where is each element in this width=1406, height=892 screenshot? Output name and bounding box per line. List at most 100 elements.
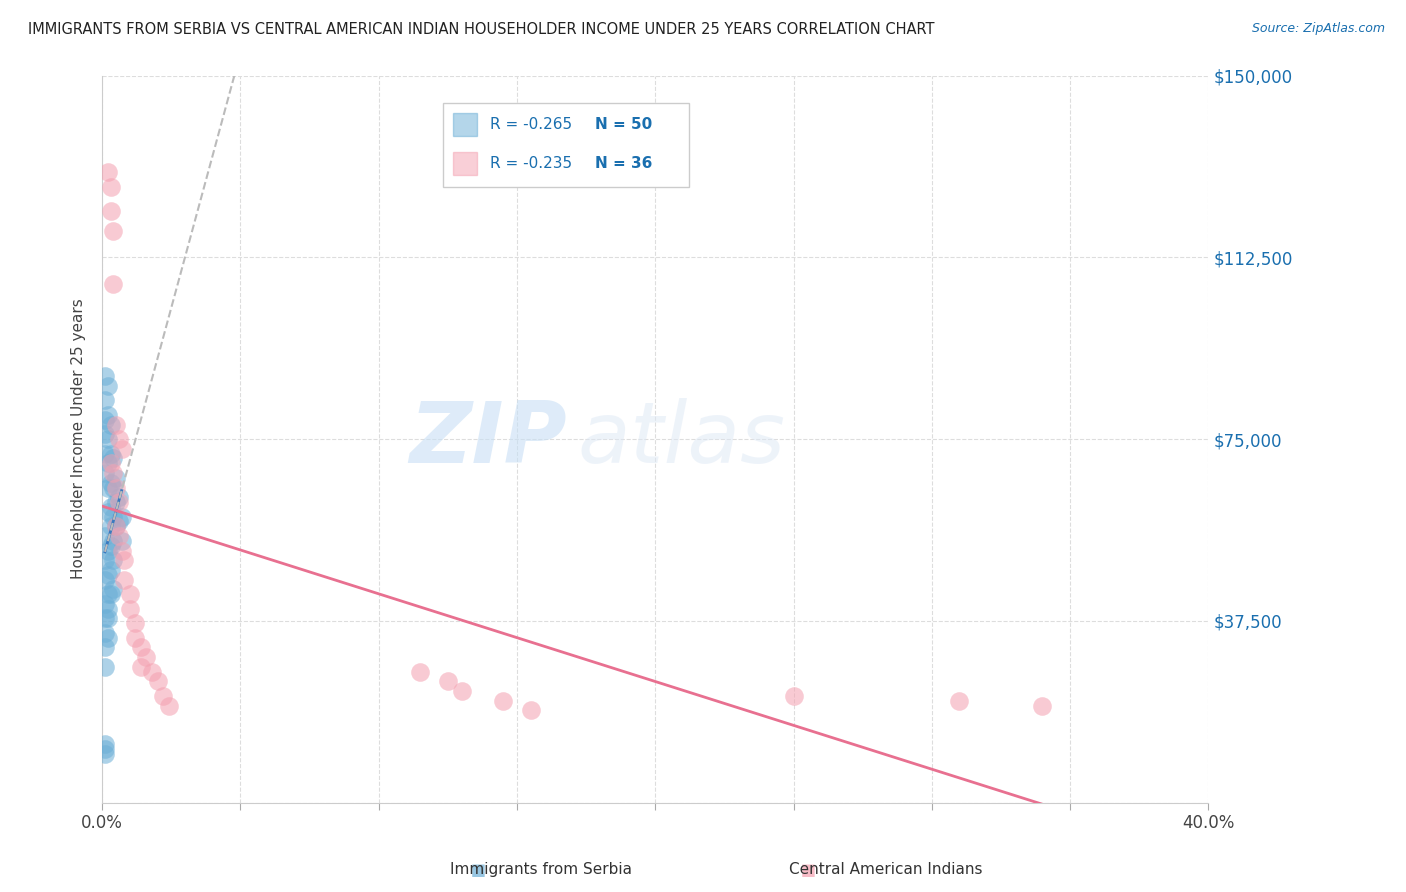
Point xyxy=(107,515,129,529)
Point xyxy=(100,500,122,514)
Point xyxy=(100,417,122,432)
Point xyxy=(520,704,543,718)
Point xyxy=(94,660,117,674)
Text: ▪: ▪ xyxy=(800,858,817,881)
Point xyxy=(492,694,515,708)
Point xyxy=(948,694,970,708)
Point xyxy=(94,626,117,640)
Point xyxy=(94,747,117,761)
Point xyxy=(97,631,120,645)
Point xyxy=(94,742,117,756)
Point xyxy=(94,393,117,408)
Point xyxy=(110,543,132,558)
Point xyxy=(105,481,128,495)
Point xyxy=(107,495,129,509)
Text: N = 50: N = 50 xyxy=(596,117,652,132)
Point xyxy=(97,567,120,582)
Point xyxy=(146,674,169,689)
Point xyxy=(100,539,122,553)
Point xyxy=(110,509,132,524)
Point xyxy=(129,640,152,655)
Point xyxy=(97,165,120,179)
Point xyxy=(94,738,117,752)
Point xyxy=(110,533,132,548)
Point xyxy=(409,665,432,679)
Point xyxy=(94,447,117,461)
Text: Immigrants from Serbia: Immigrants from Serbia xyxy=(450,863,633,877)
Point xyxy=(97,601,120,615)
Point xyxy=(782,689,804,703)
Point xyxy=(103,466,125,480)
Point xyxy=(107,529,129,543)
Point xyxy=(94,611,117,625)
Text: Central American Indians: Central American Indians xyxy=(789,863,983,877)
Point xyxy=(100,587,122,601)
Point xyxy=(118,601,141,615)
Point xyxy=(124,631,146,645)
Point xyxy=(100,475,122,490)
Point xyxy=(103,553,125,567)
Text: Source: ZipAtlas.com: Source: ZipAtlas.com xyxy=(1251,22,1385,36)
Point xyxy=(94,573,117,587)
Point xyxy=(157,698,180,713)
Point xyxy=(94,466,117,480)
Text: R = -0.265: R = -0.265 xyxy=(489,117,572,132)
Bar xyxy=(453,112,478,136)
Point xyxy=(105,471,128,485)
Point xyxy=(94,553,117,567)
Point xyxy=(105,495,128,509)
Point xyxy=(100,204,122,219)
Point xyxy=(437,674,460,689)
Point xyxy=(97,543,120,558)
Bar xyxy=(453,152,478,176)
Point xyxy=(97,481,120,495)
Text: ▪: ▪ xyxy=(470,858,486,881)
Text: IMMIGRANTS FROM SERBIA VS CENTRAL AMERICAN INDIAN HOUSEHOLDER INCOME UNDER 25 YE: IMMIGRANTS FROM SERBIA VS CENTRAL AMERIC… xyxy=(28,22,935,37)
Point xyxy=(100,519,122,533)
Point xyxy=(450,684,472,698)
Point xyxy=(107,490,129,504)
Point xyxy=(1031,698,1053,713)
Point xyxy=(97,456,120,470)
Point xyxy=(135,650,157,665)
Text: ZIP: ZIP xyxy=(409,398,567,481)
Point xyxy=(97,378,120,392)
Point xyxy=(103,451,125,466)
Point xyxy=(100,563,122,577)
Point xyxy=(100,447,122,461)
Point xyxy=(112,553,135,567)
Point xyxy=(103,481,125,495)
Point xyxy=(94,412,117,426)
Y-axis label: Householder Income Under 25 years: Householder Income Under 25 years xyxy=(72,299,86,580)
Point xyxy=(100,180,122,194)
Point xyxy=(141,665,163,679)
Point xyxy=(105,417,128,432)
Point xyxy=(112,573,135,587)
Point xyxy=(94,369,117,384)
Point xyxy=(97,587,120,601)
Point xyxy=(103,509,125,524)
Point xyxy=(103,533,125,548)
Point xyxy=(94,529,117,543)
Point xyxy=(94,640,117,655)
Text: atlas: atlas xyxy=(578,398,786,481)
Point xyxy=(129,660,152,674)
Point xyxy=(110,442,132,456)
Point xyxy=(103,277,125,291)
Point xyxy=(118,587,141,601)
Point xyxy=(105,519,128,533)
Point xyxy=(97,432,120,446)
Point xyxy=(94,597,117,611)
Point xyxy=(103,582,125,597)
Point xyxy=(97,611,120,625)
Point xyxy=(94,427,117,442)
Point xyxy=(97,505,120,519)
Point xyxy=(152,689,174,703)
Point xyxy=(97,408,120,422)
Point xyxy=(100,456,122,470)
Point xyxy=(107,432,129,446)
Text: N = 36: N = 36 xyxy=(596,156,652,171)
Point xyxy=(105,519,128,533)
Point xyxy=(103,224,125,238)
Point xyxy=(124,616,146,631)
